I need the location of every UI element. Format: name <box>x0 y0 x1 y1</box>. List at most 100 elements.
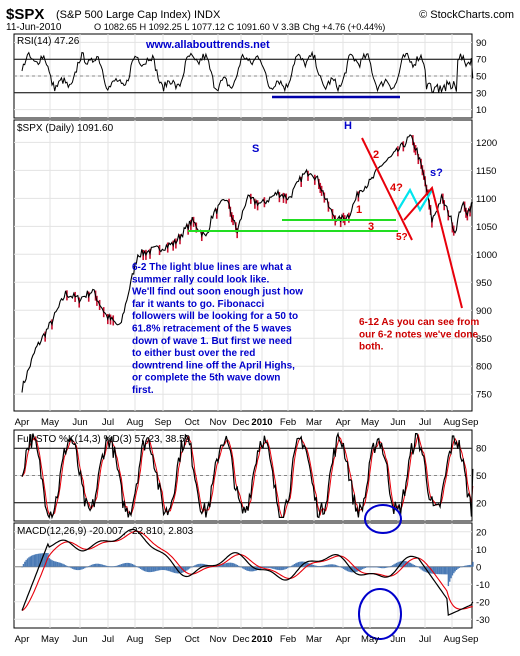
macd-histogram-bar <box>472 561 474 567</box>
macd-histogram-bar <box>321 565 323 567</box>
macd-histogram-bar <box>372 566 375 568</box>
macd-histogram-bar <box>180 566 183 574</box>
y-tick-label: 90 <box>476 38 487 49</box>
macd-histogram-bar <box>277 566 279 570</box>
macd-histogram-bar <box>423 566 425 572</box>
macd-histogram-bar <box>111 566 113 568</box>
macd-histogram-bar <box>59 562 61 567</box>
y-tick-label: 950 <box>476 278 492 289</box>
macd-histogram-bar <box>157 566 159 571</box>
macd-histogram-bar <box>383 566 386 569</box>
macd-histogram-bar <box>55 561 57 567</box>
month-tick-label: Apr <box>15 634 30 645</box>
sto-percent-k-line <box>21 431 474 520</box>
macd-histogram-bar <box>137 566 139 568</box>
month-tick-label: Nov <box>210 634 227 645</box>
macd-histogram-bar <box>123 563 125 567</box>
y-tick-label: 1000 <box>476 250 497 261</box>
macd-histogram-bar <box>337 565 339 567</box>
note-6-2-line: far it wants to go. Fibonacci <box>132 299 264 310</box>
macd-histogram-bar <box>120 564 123 567</box>
month-tick-label: Jul <box>419 634 431 645</box>
macd-histogram-bar <box>47 552 49 567</box>
macd-histogram-bar <box>469 564 471 567</box>
macd-histogram-bar <box>109 566 112 568</box>
macd-histogram-bar <box>44 553 46 567</box>
macd-histogram-bar <box>465 565 467 567</box>
month-tick-label: May <box>41 634 59 645</box>
macd-histogram-bar <box>409 562 411 567</box>
macd-histogram-bar <box>457 566 459 569</box>
macd-histogram-bar <box>71 566 74 569</box>
macd-histogram-bar <box>118 565 120 567</box>
month-tick-label: May <box>41 417 59 428</box>
macd-histogram-bar <box>30 555 33 567</box>
macd-histogram-bar <box>401 560 403 567</box>
macd-histogram-bar <box>143 566 146 572</box>
macd-histogram-bar <box>461 566 463 568</box>
macd-histogram-bar <box>340 566 342 568</box>
month-axis-upper: Apr May Jun Jul Aug Sep Oct Nov Dec 2010 Feb Mar Apr… <box>15 417 479 428</box>
month-tick-label: Sep <box>155 417 172 428</box>
macd-histogram-bar <box>163 566 165 571</box>
macd-histogram-bar <box>77 566 79 571</box>
note-6-2-line: down of wave 1. But first we need <box>132 336 292 347</box>
note-6-12-line: 6-12 As you can see from <box>359 317 479 328</box>
macd-histogram-bar <box>375 566 377 568</box>
macd-histogram-bar <box>427 566 429 573</box>
macd-histogram-bar <box>434 566 436 574</box>
y-tick-label: 1050 <box>476 222 497 233</box>
month-tick-label: Sep <box>462 634 479 645</box>
macd-histogram-bar <box>443 566 445 575</box>
macd-histogram-bar <box>56 561 59 567</box>
price-layer <box>21 134 473 393</box>
macd-histogram-bar <box>99 563 101 567</box>
macd-histogram-bar <box>179 566 181 574</box>
macd-histogram-bar <box>73 566 75 570</box>
macd-histogram-bar <box>402 560 405 567</box>
macd-histogram-bar <box>114 566 116 567</box>
macd-histogram-bar <box>26 558 29 567</box>
macd-histogram-bar <box>108 566 110 567</box>
macd-histogram-bar <box>201 563 203 567</box>
y-tick-label: 50 <box>476 72 487 83</box>
macd-histogram-bar <box>464 565 466 567</box>
y-tick-label: 70 <box>476 55 487 66</box>
macd-histogram-bar <box>25 559 27 567</box>
macd-histogram-bar <box>224 563 226 567</box>
macd-histogram-bar <box>355 566 357 573</box>
macd-histogram-bar <box>21 566 23 568</box>
macd-histogram-bar <box>315 565 317 567</box>
price-panel <box>13 119 473 412</box>
macd-histogram-bar <box>435 566 437 575</box>
macd-histogram-bar <box>462 566 465 567</box>
macd-histogram-bar <box>233 563 236 567</box>
macd-histogram-bar <box>142 566 145 571</box>
macd-histogram-bar <box>231 562 233 567</box>
month-tick-label: 2010 <box>251 417 272 428</box>
macd-histogram-bar <box>442 566 444 575</box>
annotation-right-shoulder: s? <box>430 167 443 179</box>
macd-histogram-bar <box>417 566 420 568</box>
macd-histogram-bar <box>37 553 40 567</box>
macd-histogram-bar <box>432 566 435 574</box>
macd-histogram-bar <box>202 563 204 567</box>
macd-histogram-bar <box>221 564 223 567</box>
macd-histogram-bar <box>385 566 387 568</box>
macd-histogram-bar <box>35 554 37 567</box>
macd-histogram-bar <box>447 566 450 587</box>
macd-histogram-bar <box>246 566 248 571</box>
macd-histogram-bar <box>259 566 262 570</box>
macd-histogram-bar <box>349 566 352 573</box>
macd-histogram-bar <box>124 562 127 567</box>
macd-histogram-bar <box>412 564 414 567</box>
macd-histogram-bar <box>225 563 228 567</box>
macd-histogram-bar <box>97 563 100 567</box>
macd-histogram-bar <box>199 563 202 567</box>
macd-histogram-bar <box>286 566 289 569</box>
macd-histogram-bar <box>274 566 277 570</box>
macd-histogram-bar <box>322 565 324 567</box>
macd-histogram-bar <box>93 563 95 567</box>
macd-histogram-bar <box>152 566 154 572</box>
macd-histogram-bar <box>314 565 316 567</box>
